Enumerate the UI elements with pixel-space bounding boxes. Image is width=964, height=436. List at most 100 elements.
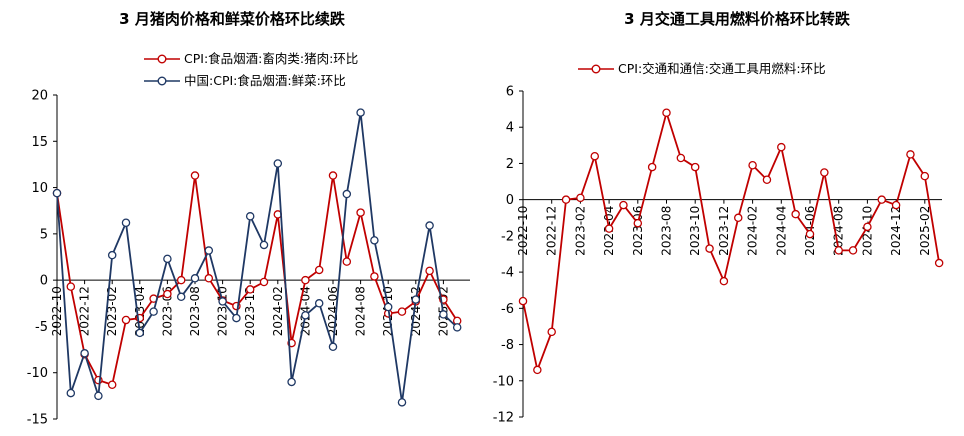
chart-left-series-0-point	[370, 272, 379, 281]
chart-right-x-tick-label: 2024-08	[832, 206, 846, 256]
chart-right-y-tick-label: -12	[493, 411, 514, 426]
chart-left-series-1-point	[163, 254, 172, 264]
chart-right-series-0-point	[633, 218, 643, 228]
chart-left-series-0-point	[66, 282, 76, 291]
chart-right-series-0-point	[734, 213, 743, 223]
legend-marker-vegetable	[157, 76, 167, 86]
chart-left-series-0-point	[356, 208, 365, 217]
chart-right-series-0-point	[604, 224, 614, 233]
chart-right-x-tick-label: 2022-10	[516, 206, 530, 256]
chart-right-y-tick-label: -2	[501, 229, 514, 244]
chart-right-x-tick-label: 2023-10	[688, 206, 702, 256]
chart-right-y-tick-label: 4	[506, 121, 514, 136]
chart-right-series	[518, 108, 944, 375]
chart-left-series-0-point	[190, 171, 200, 180]
chart-left-x-tick-label: 2023-06	[160, 286, 174, 336]
chart-right-series-0-point	[863, 222, 872, 232]
chart-left-series-1-point	[452, 323, 462, 332]
chart-right-x-tick-label: 2023-02	[573, 206, 587, 256]
chart-right-y-tick-label: -10	[493, 374, 514, 389]
chart-left-series-1-point	[52, 188, 62, 198]
chart-left-series-1-point	[259, 240, 269, 250]
chart-left-series-1-point	[439, 310, 448, 319]
legend-label-pork: CPI:食品烟酒:畜肉类:猪肉:环比	[184, 51, 358, 66]
chart-left-series-1-line	[56, 111, 458, 404]
chart-right-series-0-point	[690, 162, 700, 172]
chart-left-y-tick-label: 20	[31, 89, 48, 104]
chart-left-series-1-point	[425, 221, 434, 230]
chart-left-series	[52, 108, 462, 407]
chart-left-series-1-point	[342, 189, 352, 199]
chart-left-series-1-point	[273, 159, 283, 168]
chart-left-series-1-point	[66, 388, 76, 398]
chart-right-y-axis: -12 -10 -8 -6 -4 -2 0 2 4 6	[493, 85, 524, 426]
chart-left-x-tick-label: 2023-12	[243, 286, 257, 336]
chart-right-x-tick-label: 2023-12	[717, 206, 731, 256]
chart-right-series-0-point	[820, 168, 829, 177]
chart-right-legend: CPI:交通和通信:交通工具用燃料:环比	[578, 61, 826, 76]
chart-right-series-0-point	[719, 276, 729, 286]
legend-marker-fuel	[591, 64, 601, 74]
chart-right-x-tick-label: 2025-02	[918, 206, 932, 256]
chart-left-series-1-point	[397, 398, 407, 407]
chart-right-x-axis: 2022-102022-122023-022023-042023-062023-…	[516, 199, 942, 256]
chart-right-y-tick-label: -6	[501, 302, 514, 317]
chart-left-x-tick-label: 2022-12	[78, 286, 92, 336]
chart-right-series-0-point	[791, 209, 800, 219]
chart-right-series-0-point	[676, 153, 686, 163]
chart-right-series-0-point	[906, 150, 915, 159]
chart-right-series-0-point	[920, 171, 930, 181]
chart-right-series-0-point	[891, 200, 901, 210]
chart-right-series-0-point	[561, 195, 571, 204]
chart-left-series-0-point	[301, 275, 310, 285]
chart-right-y-tick-label: 0	[506, 193, 514, 208]
chart-left-x-tick-label: 2024-12	[409, 286, 423, 336]
chart-right-x-tick-label: 2023-06	[631, 206, 645, 256]
legend-item-vegetable: 中国:CPI:食品烟酒:鲜菜:环比	[144, 73, 346, 88]
chart-left-series-1-point	[314, 299, 324, 308]
chart-right-x-tick-label: 2024-04	[774, 206, 788, 256]
chart-right-x-tick-label: 2022-12	[545, 206, 559, 256]
chart-left-series-0-point	[204, 274, 214, 283]
chart-right-series-0-point	[547, 327, 556, 337]
legend-marker-pork	[157, 54, 167, 64]
legend-item-fuel: CPI:交通和通信:交通工具用燃料:环比	[578, 61, 826, 76]
chart-left-series-1-point	[135, 328, 145, 338]
chart-left-series-0-point	[314, 265, 324, 275]
chart-right-series-0-point	[834, 246, 843, 255]
chart-right-series-0-point	[533, 365, 542, 375]
chart-left-series-0-point	[397, 307, 407, 316]
chart-left-x-tick-label: 2024-08	[354, 286, 368, 336]
chart-right-series-0-point	[848, 246, 858, 255]
chart-left-series-0-point	[328, 171, 338, 180]
chart-right-x-tick-label: 2023-08	[660, 206, 674, 256]
chart-left-series-0-point	[342, 257, 352, 266]
chart-right-series-0-point	[934, 258, 944, 268]
chart-left-x-tick-label: 2023-08	[188, 286, 202, 336]
chart-left-series-1-point	[94, 391, 103, 401]
chart-left-series-0-point	[259, 277, 269, 287]
chart-left-series-1-point	[287, 377, 296, 387]
chart-left-y-tick-label: 0	[40, 274, 48, 289]
chart-left-y-axis: -15 -10 -5 0 5 10 15 20	[27, 89, 58, 428]
chart-right-series-0-point	[748, 161, 757, 170]
chart-left-y-tick-label: -10	[27, 366, 48, 381]
chart-left-series-1-point	[190, 274, 200, 283]
chart-left-series-0-point	[107, 380, 117, 389]
chart-left-series-1-point	[411, 295, 421, 304]
chart-right-title: 3 月交通工具用燃料价格环比转跌	[624, 10, 851, 28]
chart-left-y-tick-label: 15	[31, 135, 48, 150]
chart-right-y-tick-label: -8	[501, 338, 514, 353]
chart-right-x-tick-label: 2024-12	[889, 206, 903, 256]
chart-left-series-1-point	[383, 302, 393, 312]
chart-right-series-0-line	[522, 111, 941, 371]
legend-label-vegetable: 中国:CPI:食品烟酒:鲜菜:环比	[184, 73, 346, 88]
chart-right: 3 月交通工具用燃料价格环比转跌 CPI:交通和通信:交通工具用燃料:环比 -1…	[493, 10, 944, 426]
chart-left-series-1-point	[204, 246, 214, 255]
chart-right-series-0-point	[762, 175, 772, 184]
chart-left-series-0-point	[245, 285, 255, 294]
chart-left-legend: CPI:食品烟酒:畜肉类:猪肉:环比 中国:CPI:食品烟酒:鲜菜:环比	[144, 51, 358, 88]
chart-right-series-0-point	[576, 193, 585, 203]
chart-right-y-tick-label: 6	[506, 85, 514, 100]
